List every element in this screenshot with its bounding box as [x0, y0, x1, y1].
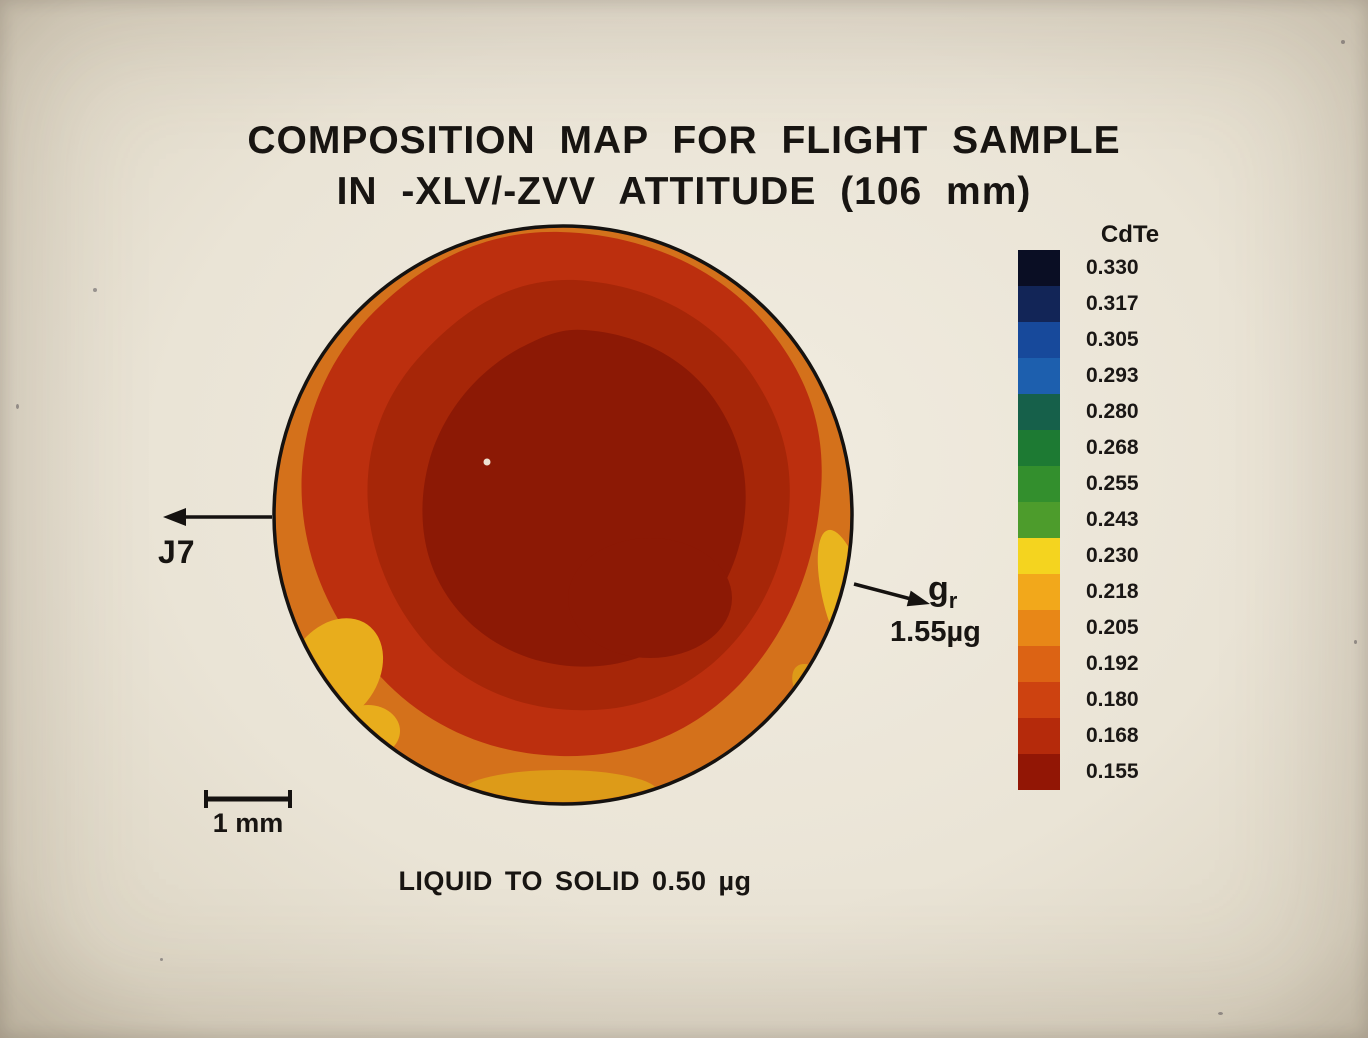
dust-speck — [93, 288, 97, 292]
colorbar-value: 0.192 — [1086, 652, 1139, 675]
colorbar-swatch — [1018, 646, 1060, 682]
dust-speck — [1218, 1012, 1223, 1015]
colorbar-value: 0.268 — [1086, 436, 1139, 459]
colorbar-swatch — [1018, 682, 1060, 718]
colorbar-swatch — [1018, 250, 1060, 286]
figure-title-line2: IN -XLV/-ZVV ATTITUDE (106 mm) — [336, 169, 1032, 213]
dust-speck — [1354, 640, 1357, 644]
sample-defect-speck — [483, 458, 491, 466]
colorbar-row: 0.268 — [1018, 430, 1162, 466]
colorbar-row: 0.317 — [1018, 286, 1162, 322]
right-arrow-label: gr — [928, 570, 957, 614]
left-arrow-label: J7 — [158, 534, 196, 570]
colorbar-swatch — [1018, 538, 1060, 574]
colorbar-row: 0.192 — [1018, 646, 1162, 682]
colorbar-row: 0.330 — [1018, 250, 1162, 286]
colorbar-row: 0.280 — [1018, 394, 1162, 430]
colorbar-row: 0.305 — [1018, 322, 1162, 358]
colorbar-row: 0.218 — [1018, 574, 1162, 610]
scale-bar — [204, 790, 292, 808]
colorbar-swatch — [1018, 574, 1060, 610]
colorbar-row: 0.230 — [1018, 538, 1162, 574]
colorbar-row: 0.243 — [1018, 502, 1162, 538]
colorbar-value: 0.255 — [1086, 472, 1139, 495]
colorbar-value: 0.293 — [1086, 364, 1139, 387]
left-arrowhead — [163, 508, 186, 526]
colorbar-value: 0.280 — [1086, 400, 1139, 423]
colorbar-value: 0.155 — [1086, 760, 1139, 783]
colorbar-row: 0.293 — [1018, 358, 1162, 394]
gr-symbol: g — [928, 570, 949, 608]
colorbar-swatch — [1018, 754, 1060, 790]
gr-subscript: r — [948, 587, 958, 613]
colorbar-row: 0.180 — [1018, 682, 1162, 718]
colorbar: 0.330 0.317 0.305 0.293 0.280 0.268 0.255 0.243… — [1018, 250, 1162, 790]
core-lobe — [568, 538, 732, 658]
right-arrowhead — [906, 590, 930, 607]
colorbar-value: 0.218 — [1086, 580, 1139, 603]
colorbar-swatch — [1018, 358, 1060, 394]
colorbar-cells: 0.330 0.317 0.305 0.293 0.280 0.268 0.255 0.243… — [1018, 250, 1162, 790]
colorbar-swatch — [1018, 430, 1060, 466]
colorbar-row: 0.155 — [1018, 754, 1162, 790]
colorbar-row: 0.205 — [1018, 610, 1162, 646]
colorbar-swatch — [1018, 466, 1060, 502]
colorbar-value: 0.230 — [1086, 544, 1139, 567]
dust-speck — [16, 404, 19, 409]
figure-title-line1: COMPOSITION MAP FOR FLIGHT SAMPLE — [247, 119, 1121, 162]
yellow-patch-bottom-left-2 — [336, 705, 400, 757]
colorbar-row: 0.168 — [1018, 718, 1162, 754]
bottom-caption: LIQUID TO SOLID 0.50 µg — [398, 866, 752, 896]
colorbar-value: 0.330 — [1086, 256, 1139, 279]
colorbar-value: 0.180 — [1086, 688, 1139, 711]
colorbar-swatch — [1018, 394, 1060, 430]
dust-speck — [160, 958, 163, 961]
sample-regions — [284, 231, 850, 802]
right-arrow — [853, 582, 912, 601]
colorbar-swatch — [1018, 286, 1060, 322]
dust-speck — [1341, 40, 1345, 44]
figure-title: COMPOSITION MAP FOR FLIGHT SAMPLE IN -XL… — [0, 116, 1368, 217]
colorbar-title: CdTe — [1100, 221, 1160, 248]
colorbar-swatch — [1018, 610, 1060, 646]
colorbar-value: 0.205 — [1086, 616, 1139, 639]
colorbar-row: 0.255 — [1018, 466, 1162, 502]
colorbar-value: 0.305 — [1086, 328, 1139, 351]
colorbar-value: 0.317 — [1086, 292, 1139, 315]
colorbar-swatch — [1018, 322, 1060, 358]
right-arrow-value: 1.55µg — [890, 616, 981, 648]
colorbar-value: 0.243 — [1086, 508, 1139, 531]
scale-bar-label: 1 mm — [212, 808, 284, 838]
yellow-patch-bottom — [462, 770, 658, 802]
colorbar-swatch — [1018, 718, 1060, 754]
colorbar-swatch — [1018, 502, 1060, 538]
colorbar-value: 0.168 — [1086, 724, 1139, 747]
